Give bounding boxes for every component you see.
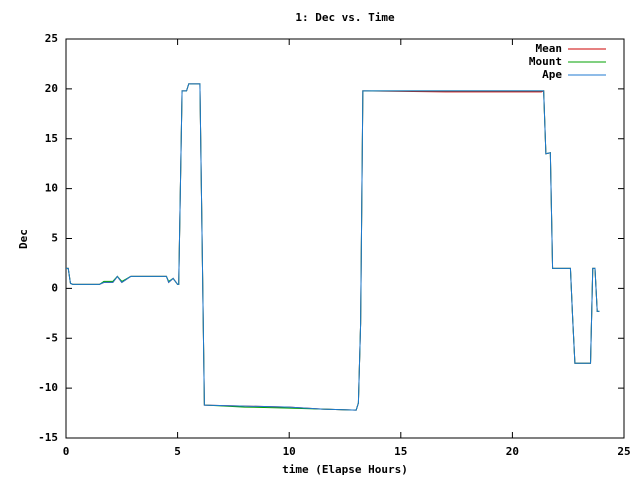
legend-label: Mean bbox=[536, 42, 563, 55]
series-line bbox=[66, 83, 600, 411]
x-tick-label: 0 bbox=[63, 445, 70, 458]
x-tick-label: 25 bbox=[617, 445, 630, 458]
series-line bbox=[66, 83, 600, 411]
y-tick-label: -10 bbox=[38, 381, 58, 394]
y-tick-label: 0 bbox=[51, 281, 58, 294]
y-tick-label: 10 bbox=[45, 182, 58, 195]
y-axis-label: Dec bbox=[17, 229, 30, 249]
y-tick-label: 20 bbox=[45, 82, 58, 95]
y-tick-label: 25 bbox=[45, 32, 58, 45]
x-tick-label: 5 bbox=[174, 445, 181, 458]
legend-label: Mount bbox=[529, 55, 562, 68]
x-tick-label: 15 bbox=[394, 445, 407, 458]
plot-frame bbox=[65, 38, 625, 439]
chart-title: 1: Dec vs. Time bbox=[295, 11, 395, 24]
series-line bbox=[66, 83, 600, 411]
y-tick-label: -5 bbox=[45, 331, 58, 344]
x-tick-label: 10 bbox=[283, 445, 296, 458]
x-axis-label: time (Elapse Hours) bbox=[282, 463, 408, 476]
y-tick-label: -15 bbox=[38, 431, 58, 444]
y-tick-label: 15 bbox=[45, 132, 58, 145]
x-tick-label: 20 bbox=[506, 445, 519, 458]
y-tick-label: 5 bbox=[51, 232, 58, 245]
legend-label: Ape bbox=[542, 68, 562, 81]
